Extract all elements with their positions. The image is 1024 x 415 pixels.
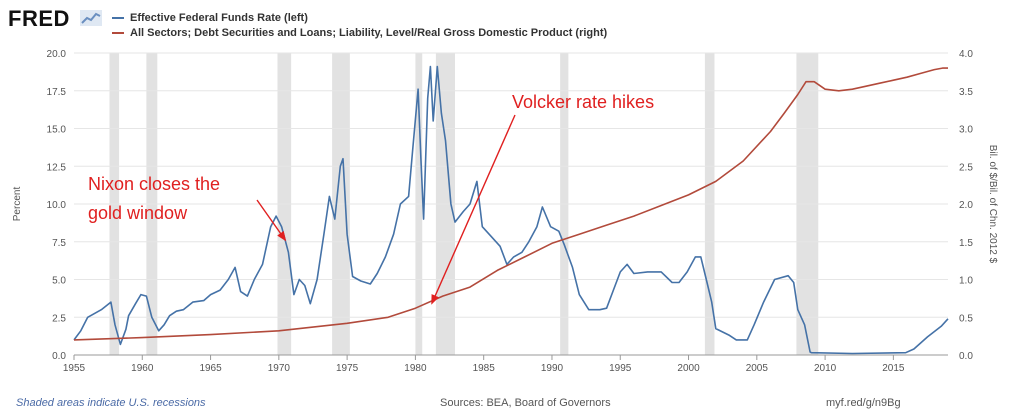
recession-band <box>332 53 350 355</box>
y-left-tick-label: 0.0 <box>52 351 66 362</box>
x-tick-label: 2010 <box>814 363 837 374</box>
recession-band <box>704 53 715 355</box>
y-right-tick-label: 0.5 <box>959 313 973 324</box>
y-left-tick-label: 7.5 <box>52 238 66 249</box>
legend-swatch-right <box>112 32 124 34</box>
y-left-tick-label: 15.0 <box>47 125 67 136</box>
y-left-tick-label: 20.0 <box>47 49 67 60</box>
fred-logo: FRED <box>8 6 70 31</box>
legend-label-left: Effective Federal Funds Rate (left) <box>130 12 308 24</box>
x-tick-label: 2005 <box>746 363 769 374</box>
legend-item-left-series[interactable]: Effective Federal Funds Rate (left) <box>112 12 308 24</box>
series-line-debt-to-gdp <box>73 67 948 341</box>
sources-text: Sources: BEA, Board of Governors <box>440 397 611 409</box>
y-left-tick-label: 5.0 <box>52 276 66 287</box>
recession-band <box>277 53 292 355</box>
x-tick-label: 1965 <box>199 363 222 374</box>
fred-chart-logo-icon <box>80 10 102 26</box>
x-tick-label: 2000 <box>677 363 700 374</box>
annotation-nixon-arrow <box>256 199 287 242</box>
y-right-tick-label: 4.0 <box>959 49 973 60</box>
recession-band <box>146 53 158 355</box>
annotation-volcker-arrow <box>431 114 516 305</box>
y-right-tick-label: 0.0 <box>959 351 973 362</box>
y-right-tick-label: 1.5 <box>959 238 973 249</box>
x-tick-label: 1960 <box>131 363 154 374</box>
x-tick-label: 1995 <box>609 363 632 374</box>
x-tick-label: 1970 <box>268 363 291 374</box>
recession-band <box>109 53 120 355</box>
legend-label-right: All Sectors; Debt Securities and Loans; … <box>130 27 608 39</box>
series-line-fed-funds-rate <box>73 65 949 355</box>
annotation-nixon-line2: gold window <box>88 203 188 223</box>
x-tick-label: 1985 <box>473 363 496 374</box>
recession-band <box>796 53 819 355</box>
legend-item-right-series[interactable]: All Sectors; Debt Securities and Loans; … <box>112 27 607 39</box>
y-right-tick-label: 2.5 <box>959 162 973 173</box>
y-right-tick-label: 1.0 <box>959 276 973 287</box>
y-right-axis-label: Bil. of $/Bil. of Chn. 2012 $ <box>987 145 998 264</box>
x-tick-label: 1980 <box>404 363 427 374</box>
x-tick-label: 2015 <box>882 363 905 374</box>
y-left-axis-label: Percent <box>12 187 23 222</box>
annotation-nixon-line1: Nixon closes the <box>88 174 220 194</box>
recession-band <box>435 53 456 355</box>
annotation-volcker: Volcker rate hikes <box>512 92 654 112</box>
recession-note: Shaded areas indicate U.S. recessions <box>16 397 206 409</box>
x-tick-label: 1955 <box>63 363 86 374</box>
recession-band <box>560 53 569 355</box>
y-right-tick-label: 3.5 <box>959 87 973 98</box>
recession-band <box>415 53 423 355</box>
y-right-tick-label: 3.0 <box>959 125 973 136</box>
y-left-tick-label: 17.5 <box>47 87 67 98</box>
y-left-tick-label: 10.0 <box>47 200 67 211</box>
x-tick-label: 1990 <box>541 363 564 374</box>
legend-swatch-left <box>112 17 124 19</box>
short-link[interactable]: myf.red/g/n9Bg <box>826 397 901 409</box>
y-left-tick-label: 2.5 <box>52 313 66 324</box>
y-right-tick-label: 2.0 <box>959 200 973 211</box>
y-left-tick-label: 12.5 <box>47 162 67 173</box>
x-tick-label: 1975 <box>336 363 359 374</box>
